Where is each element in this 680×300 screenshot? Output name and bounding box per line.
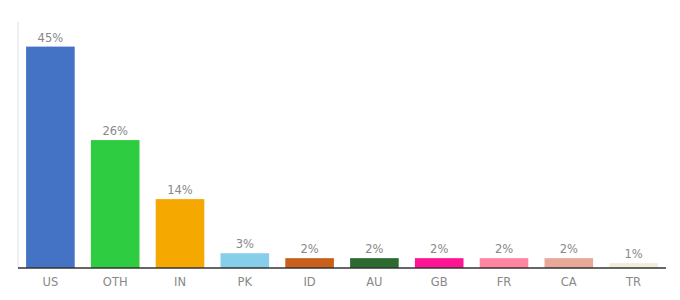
data-label: 14% (167, 183, 193, 197)
bar (545, 258, 594, 268)
bar (285, 258, 334, 268)
x-tick-label: FR (497, 275, 512, 289)
data-label: 1% (624, 247, 642, 261)
bar (26, 47, 75, 268)
x-tick-label: OTH (103, 275, 128, 289)
data-label: 2% (430, 242, 448, 256)
data-label: 45% (38, 31, 64, 45)
data-label: 2% (365, 242, 383, 256)
data-labels: 45% 26% 14% 3% 2% 2% 2% 2% 2% 1% (38, 31, 643, 261)
x-tick-label: IN (174, 275, 186, 289)
x-tick-label: TR (625, 275, 641, 289)
bar (480, 258, 529, 268)
bar (91, 140, 140, 268)
x-tick-labels: US OTH IN PK ID AU GB FR CA TR (43, 275, 642, 289)
x-tick-label: AU (366, 275, 382, 289)
chart: 45% 26% 14% 3% 2% 2% 2% 2% 2% 1% US OTH IN PK ID AU GB FR… (0, 0, 680, 300)
x-axis-line (18, 267, 666, 269)
data-label: 3% (236, 237, 254, 251)
y-axis-line (18, 22, 19, 268)
bar (221, 253, 270, 268)
data-label: 2% (560, 242, 578, 256)
bar (156, 199, 205, 268)
x-tick-label: GB (431, 275, 448, 289)
x-tick-label: ID (303, 275, 315, 289)
bar (415, 258, 464, 268)
bar (350, 258, 399, 268)
chart-container: 45% 26% 14% 3% 2% 2% 2% 2% 2% 1% US OTH IN PK ID AU GB FR… (0, 0, 680, 300)
x-tick-label: US (43, 275, 59, 289)
data-label: 26% (102, 124, 128, 138)
bars (26, 47, 658, 268)
x-tick-label: CA (561, 275, 577, 289)
data-label: 2% (300, 242, 318, 256)
data-label: 2% (495, 242, 513, 256)
x-tick-label: PK (238, 275, 253, 289)
